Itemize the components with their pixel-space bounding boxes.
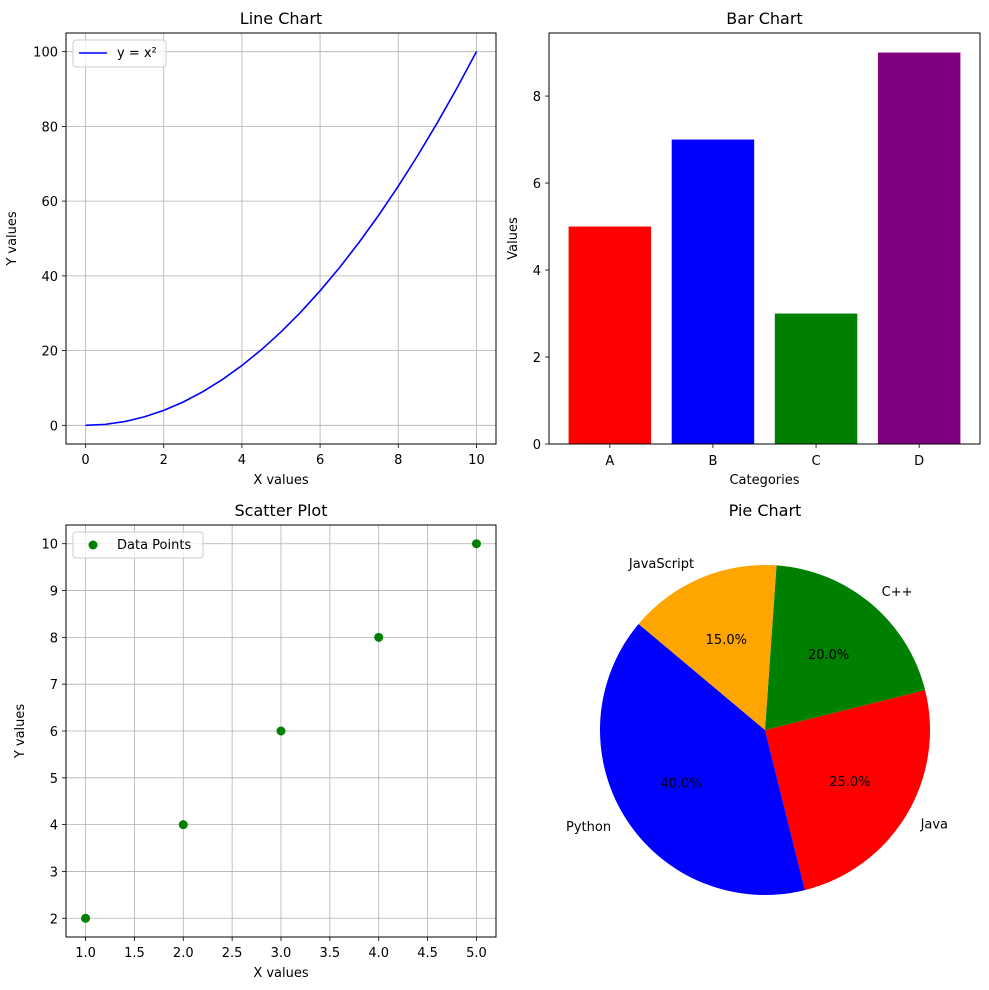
scatter-chart: 1.0 1.5 2.0 2.5 3.0 3.5 4.0 4.5 5.0 2 3 4 5 6 7 8 9 10 Sca…	[13, 501, 497, 981]
bar-c	[774, 313, 858, 444]
y-tick-label: 2	[533, 351, 541, 366]
x-tick-label: 1.0	[75, 946, 96, 961]
x-tick-label: 0	[81, 453, 89, 468]
pie-percent-java: 25.0%	[829, 775, 870, 790]
y-tick-label: 7	[50, 678, 58, 693]
pie-label-python: Python	[566, 820, 611, 835]
x-tick-label: D	[914, 454, 924, 469]
chart-title: Pie Chart	[729, 501, 802, 520]
bar-chart-frame	[548, 32, 981, 445]
bar-d	[877, 52, 961, 444]
pie-slice-python	[599, 623, 805, 896]
legend-box	[72, 39, 167, 68]
y-tick-label: 3	[50, 865, 58, 880]
pie-percent-cpp: 20.0%	[808, 648, 849, 663]
chart-title: Scatter Plot	[235, 501, 328, 520]
y-tick-label: 6	[50, 725, 58, 740]
x-tick-label: B	[708, 454, 717, 469]
y-tick-label: 10	[41, 538, 58, 553]
x-tick-label: A	[605, 454, 614, 469]
pie-slice-java	[765, 690, 931, 891]
chart-title: Bar Chart	[726, 9, 802, 28]
x-tick-label: 3.5	[320, 946, 341, 961]
x-tick-label: 8	[394, 453, 402, 468]
x-tick-label: 5.0	[466, 946, 487, 961]
y-tick-label: 0	[533, 438, 541, 453]
x-tick-label: 10	[468, 453, 485, 468]
y-tick-label: 6	[533, 177, 541, 192]
pie-chart: Pie Chart Python 40.0% Java 25.0% C++ 20.0% Jav…	[566, 501, 948, 896]
y-tick-label: 80	[41, 120, 58, 135]
x-axis-label: X values	[253, 966, 309, 981]
legend-box	[72, 531, 204, 559]
pie-slice-cpp	[765, 565, 926, 730]
pie-label-java: Java	[920, 817, 948, 832]
pie-label-javascript: JavaScript	[628, 557, 694, 572]
y-tick-label: 9	[50, 585, 58, 600]
bar-chart: A B C D 0 2 4 6 8 Bar Chart Categories Values	[506, 9, 981, 488]
y-tick-label: 20	[41, 345, 58, 360]
data-point	[276, 726, 286, 736]
x-tick-label: 2	[160, 453, 168, 468]
y-tick-label: 8	[50, 631, 58, 646]
x-tick-label: 4.5	[417, 946, 438, 961]
x-axis-label: Categories	[729, 473, 799, 488]
chart-title: Line Chart	[240, 9, 322, 28]
x-tick-label: 4	[238, 453, 246, 468]
y-tick-label: 2	[50, 912, 58, 927]
legend-label: y = x²	[117, 46, 157, 61]
y-axis-label: Y values	[5, 211, 20, 267]
data-point	[81, 913, 91, 923]
data-point	[374, 632, 384, 642]
bar-b	[671, 139, 755, 445]
legend: Data Points	[72, 531, 204, 559]
y-tick-label: 5	[50, 772, 58, 787]
y-axis-label: Values	[506, 217, 521, 260]
line-chart-frame	[65, 32, 497, 445]
legend-marker-swatch	[88, 540, 98, 550]
scatter-chart-frame	[65, 524, 497, 938]
y-tick-label: 100	[33, 46, 58, 61]
pie-label-cpp: C++	[882, 585, 913, 600]
x-tick-label: C	[812, 454, 821, 469]
legend: y = x²	[72, 39, 167, 68]
y-axis-label: Y values	[13, 704, 28, 760]
y-tick-label: 4	[50, 819, 58, 834]
series-line-y-equals-x-squared	[85, 51, 478, 427]
data-point	[471, 539, 481, 549]
data-point	[178, 820, 188, 830]
pie-percent-python: 40.0%	[660, 776, 701, 791]
x-axis-label: X values	[253, 473, 309, 488]
y-tick-label: 4	[533, 264, 541, 279]
x-tick-label: 6	[316, 453, 324, 468]
legend-label: Data Points	[117, 538, 191, 553]
y-tick-label: 8	[533, 90, 541, 105]
y-tick-label: 60	[41, 195, 58, 210]
x-tick-label: 4.0	[368, 946, 389, 961]
pie-percent-javascript: 15.0%	[706, 633, 747, 648]
x-tick-label: 3.0	[271, 946, 292, 961]
x-tick-label: 1.5	[124, 946, 145, 961]
pie-slice-javascript	[638, 564, 777, 730]
x-tick-label: 2.0	[173, 946, 194, 961]
x-tick-label: 2.5	[222, 946, 243, 961]
y-tick-label: 0	[50, 419, 58, 434]
bar-a	[568, 226, 652, 444]
y-tick-label: 40	[41, 270, 58, 285]
